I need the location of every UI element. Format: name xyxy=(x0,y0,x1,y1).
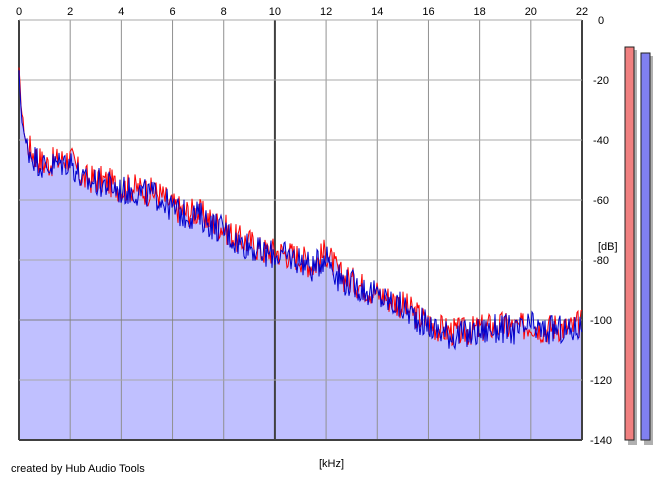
y-tick-label: -140 xyxy=(590,435,612,447)
y-tick-label: 0 xyxy=(598,15,604,27)
level-meter-1 xyxy=(624,46,635,441)
x-tick-label: 22 xyxy=(576,6,588,18)
x-tick-label: 10 xyxy=(269,6,281,18)
x-tick-label: 20 xyxy=(525,6,537,18)
series-line-1 xyxy=(18,67,583,347)
y-tick-label: -40 xyxy=(593,135,609,147)
x-tick-label: 2 xyxy=(67,6,73,18)
x-tick-label: 0 xyxy=(16,6,22,18)
x-tick-label: 6 xyxy=(169,6,175,18)
spectrum-lines xyxy=(18,67,583,351)
spectrum-fill xyxy=(19,67,582,440)
series-line-2 xyxy=(18,70,583,351)
x-tick-label: 18 xyxy=(474,6,486,18)
y-tick-label: -20 xyxy=(593,75,609,87)
level-meters xyxy=(624,46,653,445)
x-tick-label: 12 xyxy=(320,6,332,18)
level-meter-2 xyxy=(640,52,651,441)
x-tick-label: 14 xyxy=(371,6,383,18)
tick-labels: 0 2 4 6 8 10 12 14 16 18 20 22 0 -20 -40 -60 -80 -100 -120… xyxy=(16,6,612,447)
x-tick-label: 4 xyxy=(118,6,124,18)
y-tick-label: -80 xyxy=(593,255,609,267)
x-tick-label: 8 xyxy=(221,6,227,18)
x-tick-label: 16 xyxy=(422,6,434,18)
y-axis-label: [dB] xyxy=(598,241,618,253)
credit-text: created by Hub Audio Tools xyxy=(11,463,145,475)
y-tick-label: -60 xyxy=(593,195,609,207)
x-axis-label: [kHz] xyxy=(319,458,345,470)
y-tick-label: -100 xyxy=(590,315,612,327)
spectrum-area xyxy=(19,67,582,440)
y-tick-label: -120 xyxy=(590,375,612,387)
